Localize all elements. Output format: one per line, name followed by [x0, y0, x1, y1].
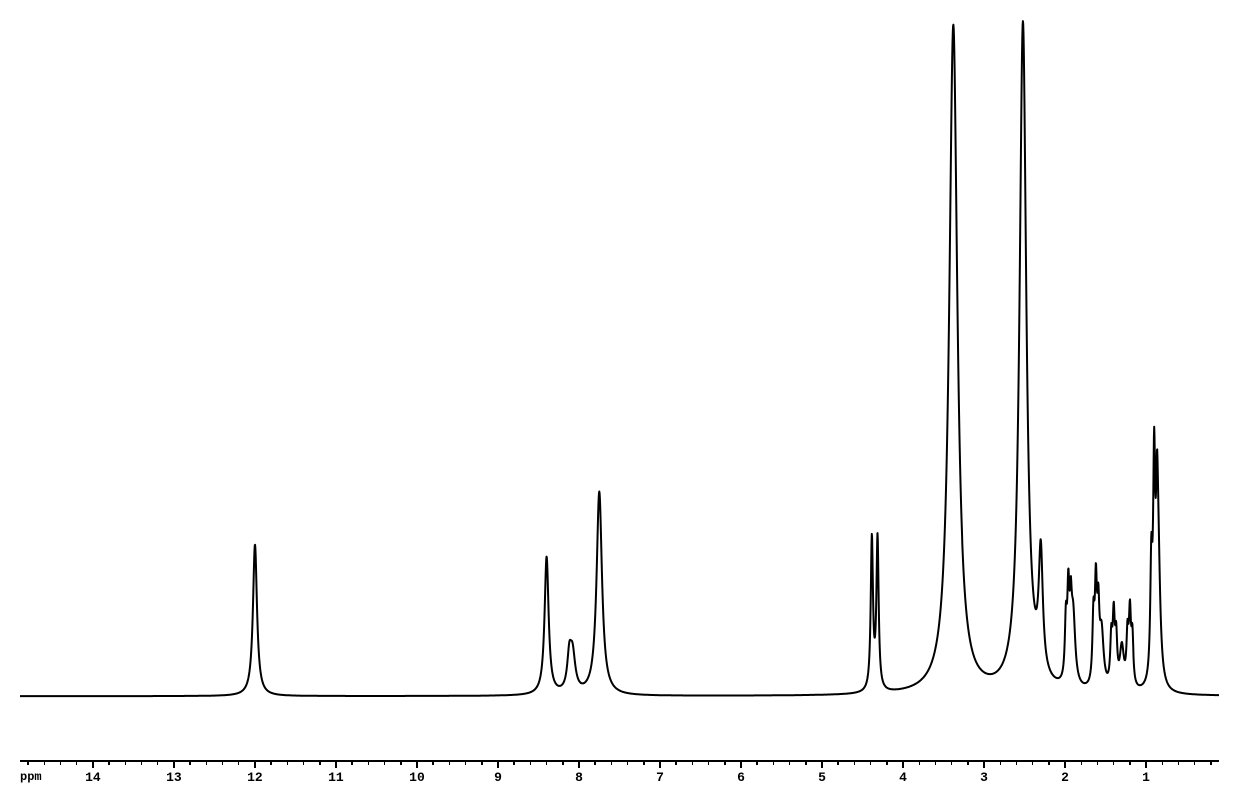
x-axis-minor-tick — [1000, 760, 1002, 765]
x-axis-minor-tick — [594, 760, 596, 765]
x-axis-minor-tick — [1129, 760, 1131, 765]
x-axis-minor-tick — [400, 760, 402, 765]
x-axis-minor-tick — [351, 760, 353, 765]
x-axis-major-tick — [902, 760, 904, 768]
x-axis-minor-tick — [675, 760, 677, 765]
x-axis-minor-tick — [206, 760, 208, 765]
x-axis-unit-label: ppm — [20, 770, 42, 784]
x-axis-minor-tick — [919, 760, 921, 765]
x-axis-minor-tick — [368, 760, 370, 765]
x-axis-minor-tick — [708, 760, 710, 765]
x-axis-minor-tick — [1016, 760, 1018, 765]
x-axis-minor-tick — [481, 760, 483, 765]
x-axis-minor-tick — [157, 760, 159, 765]
x-axis-minor-tick — [530, 760, 532, 765]
x-axis-minor-tick — [287, 760, 289, 765]
x-axis-minor-tick — [870, 760, 872, 765]
x-axis-minor-tick — [1032, 760, 1034, 765]
x-axis-minor-tick — [627, 760, 629, 765]
plot-area — [20, 5, 1219, 725]
x-axis-major-tick — [1145, 760, 1147, 768]
x-axis-tick-label: 9 — [494, 770, 502, 785]
x-axis-minor-tick — [724, 760, 726, 765]
x-axis-minor-tick — [270, 760, 272, 765]
x-axis-minor-tick — [692, 760, 694, 765]
x-axis-tick-label: 5 — [818, 770, 826, 785]
x-axis-tick-label: 14 — [85, 770, 101, 785]
x-axis-minor-tick — [935, 760, 937, 765]
x-axis-major-tick — [92, 760, 94, 768]
x-axis-minor-tick — [562, 760, 564, 765]
x-axis-major-tick — [983, 760, 985, 768]
x-axis-major-tick — [1064, 760, 1066, 768]
x-axis-major-tick — [821, 760, 823, 768]
x-axis-minor-tick — [951, 760, 953, 765]
x-axis-minor-tick — [1113, 760, 1115, 765]
x-axis-major-tick — [497, 760, 499, 768]
x-axis-tick-label: 12 — [247, 770, 263, 785]
x-axis-minor-tick — [611, 760, 613, 765]
x-axis-minor-tick — [837, 760, 839, 765]
x-axis-tick-label: 1 — [1142, 770, 1150, 785]
x-axis-major-tick — [335, 760, 337, 768]
x-axis-minor-tick — [222, 760, 224, 765]
x-axis-minor-tick — [384, 760, 386, 765]
x-axis-minor-tick — [449, 760, 451, 765]
x-axis-minor-tick — [319, 760, 321, 765]
x-axis-tick-label: 2 — [1061, 770, 1069, 785]
x-axis-minor-tick — [1048, 760, 1050, 765]
x-axis-minor-tick — [76, 760, 78, 765]
x-axis-minor-tick — [1210, 760, 1212, 765]
x-axis-major-tick — [173, 760, 175, 768]
x-axis-minor-tick — [27, 760, 29, 765]
x-axis-tick-label: 10 — [409, 770, 425, 785]
x-axis-minor-tick — [465, 760, 467, 765]
x-axis-minor-tick — [1081, 760, 1083, 765]
x-axis-minor-tick — [546, 760, 548, 765]
x-axis-tick-label: 4 — [899, 770, 907, 785]
x-axis-minor-tick — [756, 760, 758, 765]
x-axis-minor-tick — [513, 760, 515, 765]
x-axis-minor-tick — [238, 760, 240, 765]
x-axis-minor-tick — [773, 760, 775, 765]
x-axis-minor-tick — [432, 760, 434, 765]
x-axis-tick-label: 11 — [328, 770, 344, 785]
x-axis-tick-label: 6 — [737, 770, 745, 785]
x-axis-minor-tick — [854, 760, 856, 765]
x-axis-minor-tick — [125, 760, 127, 765]
x-axis-tick-label: 8 — [575, 770, 583, 785]
x-axis-major-tick — [254, 760, 256, 768]
x-axis-tick-label: 13 — [166, 770, 182, 785]
x-axis-major-tick — [416, 760, 418, 768]
x-axis-tick-label: 7 — [656, 770, 664, 785]
x-axis-minor-tick — [1178, 760, 1180, 765]
x-axis-minor-tick — [189, 760, 191, 765]
x-axis-major-tick — [659, 760, 661, 768]
x-axis-minor-tick — [141, 760, 143, 765]
x-axis-minor-tick — [108, 760, 110, 765]
x-axis: 14 13 12 11 10 9 8 7 6 5 4 3 2 1 ppm — [20, 760, 1219, 800]
x-axis-minor-tick — [643, 760, 645, 765]
x-axis-minor-tick — [303, 760, 305, 765]
x-axis-minor-tick — [789, 760, 791, 765]
x-axis-line — [20, 760, 1219, 762]
x-axis-minor-tick — [805, 760, 807, 765]
x-axis-minor-tick — [967, 760, 969, 765]
x-axis-major-tick — [740, 760, 742, 768]
nmr-spectrum-chart: 14 13 12 11 10 9 8 7 6 5 4 3 2 1 ppm — [0, 0, 1239, 811]
x-axis-minor-tick — [1097, 760, 1099, 765]
spectrum-trace — [20, 5, 1219, 725]
x-axis-minor-tick — [44, 760, 46, 765]
x-axis-tick-label: 3 — [980, 770, 988, 785]
x-axis-minor-tick — [886, 760, 888, 765]
x-axis-major-tick — [578, 760, 580, 768]
x-axis-minor-tick — [1162, 760, 1164, 765]
x-axis-minor-tick — [1194, 760, 1196, 765]
x-axis-minor-tick — [60, 760, 62, 765]
